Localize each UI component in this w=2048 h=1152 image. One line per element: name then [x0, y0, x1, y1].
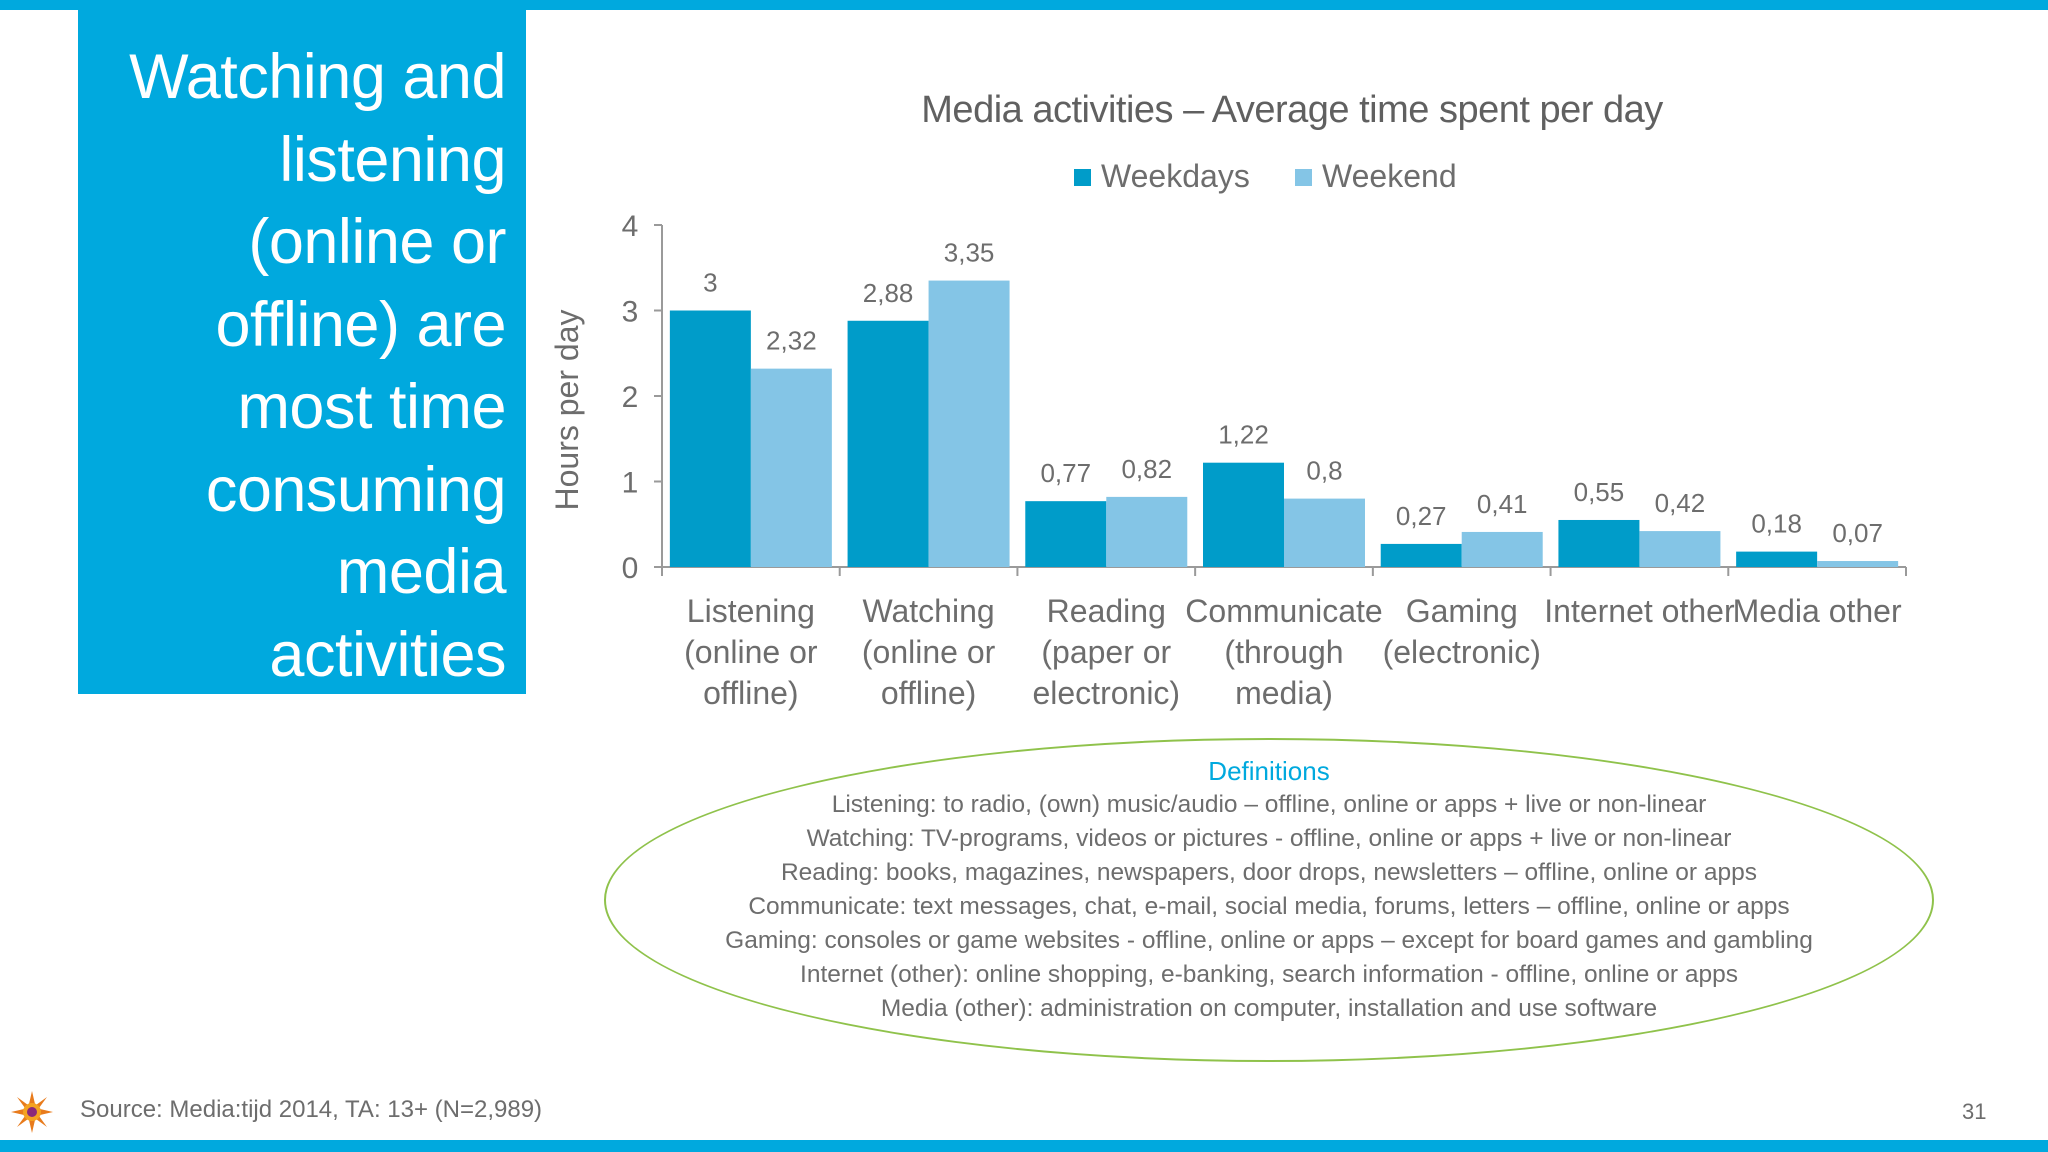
x-category-label: Communicate [1185, 593, 1382, 629]
slide-title-line: offline) are [215, 289, 506, 360]
definitions-ellipse [604, 738, 1934, 1062]
x-category-label: (paper or [1041, 634, 1171, 670]
top-accent-bar [0, 0, 2048, 10]
bar-weekend [1106, 496, 1188, 567]
legend-label: Weekend [1322, 158, 1457, 194]
bar-weekend [928, 280, 1010, 567]
y-tick-label: 0 [622, 552, 639, 585]
bar-weekdays [1380, 543, 1462, 567]
bar-weekend [1817, 561, 1899, 567]
bar-weekdays [1736, 551, 1818, 567]
bar-weekend [750, 368, 832, 567]
bar-weekdays [1025, 501, 1107, 567]
bar-weekdays [1203, 462, 1284, 567]
legend-label: Weekdays [1101, 158, 1250, 194]
slide-title-line: most time [237, 372, 506, 442]
slide-title-panel: Watching and listening (online or offline) … [78, 10, 526, 694]
definitions-title: Definitions [1208, 756, 1330, 786]
sun-logo-icon [11, 1091, 53, 1133]
x-category-label: electronic) [1032, 675, 1180, 711]
definition-line: Watching: TV-programs, videos or picture… [806, 825, 1732, 852]
data-label: 0,77 [1040, 458, 1091, 488]
x-category-label: Gaming [1406, 593, 1518, 629]
data-label: 3 [703, 268, 717, 298]
data-label: 0,8 [1306, 456, 1342, 486]
chart-title: Media activities – Average time spent pe… [921, 89, 1663, 131]
definition-line: Internet (other): online shopping, e-ban… [800, 961, 1738, 988]
x-category-label: Internet other [1544, 593, 1735, 629]
data-label: 0,82 [1121, 454, 1172, 484]
y-tick-label: 1 [622, 467, 639, 500]
legend-swatch-weekend [1295, 169, 1312, 186]
x-category-label: Listening [687, 593, 815, 629]
legend-swatch-weekdays [1074, 169, 1091, 186]
x-category-label: (online or [862, 634, 996, 670]
data-label: 3,35 [944, 238, 995, 268]
definition-line: Communicate: text messages, chat, e-mail… [748, 893, 1790, 920]
data-label: 0,55 [1574, 477, 1625, 507]
bar-weekend [1639, 531, 1721, 567]
definition-line: Listening: to radio, (own) music/audio –… [831, 791, 1707, 818]
data-label: 0,41 [1477, 489, 1528, 519]
definition-line: Reading: books, magazines, newspapers, d… [780, 859, 1758, 886]
slide-title-line: listening [279, 124, 506, 195]
bar-weekend [1284, 498, 1365, 567]
x-category-label: offline) [703, 675, 798, 711]
slide-title-line: activities [269, 619, 506, 690]
definitions-block: Definitions Listening: to radio, (own) m… [604, 754, 1934, 1026]
bottom-accent-bar [0, 1140, 2048, 1152]
data-label: 0,07 [1832, 518, 1883, 548]
y-tick-label: 3 [622, 296, 639, 329]
bar-weekdays [1558, 519, 1640, 567]
y-axis-label: Hours per day [549, 310, 585, 511]
slide-title-line: media [336, 537, 507, 607]
bar-weekend [1461, 531, 1543, 567]
y-tick-label: 2 [622, 381, 639, 414]
y-tick-label: 4 [622, 210, 639, 243]
x-category-label: (electronic) [1383, 634, 1541, 670]
slide-title-line: consuming [205, 454, 507, 525]
x-category-label: offline) [881, 675, 976, 711]
data-label: 0,42 [1655, 488, 1706, 518]
x-category-label: Media other [1733, 593, 1902, 629]
data-label: 2,88 [863, 278, 914, 308]
x-category-label: (through [1224, 634, 1343, 670]
x-category-label: Reading [1047, 593, 1166, 629]
x-category-label: media) [1235, 675, 1333, 711]
source-note: Source: Media:tijd 2014, TA: 13+ (N=2,98… [80, 1096, 543, 1123]
x-category-label: (online or [684, 634, 818, 670]
slide-title-line: Watching and [129, 42, 506, 112]
x-category-label: Watching [862, 593, 994, 629]
bar-weekdays [669, 310, 751, 567]
data-label: 0,18 [1751, 509, 1802, 539]
definition-line: Media (other): administration on compute… [880, 995, 1658, 1022]
data-label: 1,22 [1218, 420, 1269, 450]
bar-weekdays [847, 320, 929, 567]
page-number: 31 [1962, 1099, 1987, 1124]
data-label: 2,32 [766, 326, 817, 356]
definition-line: Gaming: consoles or game websites - offl… [725, 927, 1813, 954]
slide-title-line: (online or [248, 207, 506, 277]
data-label: 0,27 [1396, 501, 1447, 531]
